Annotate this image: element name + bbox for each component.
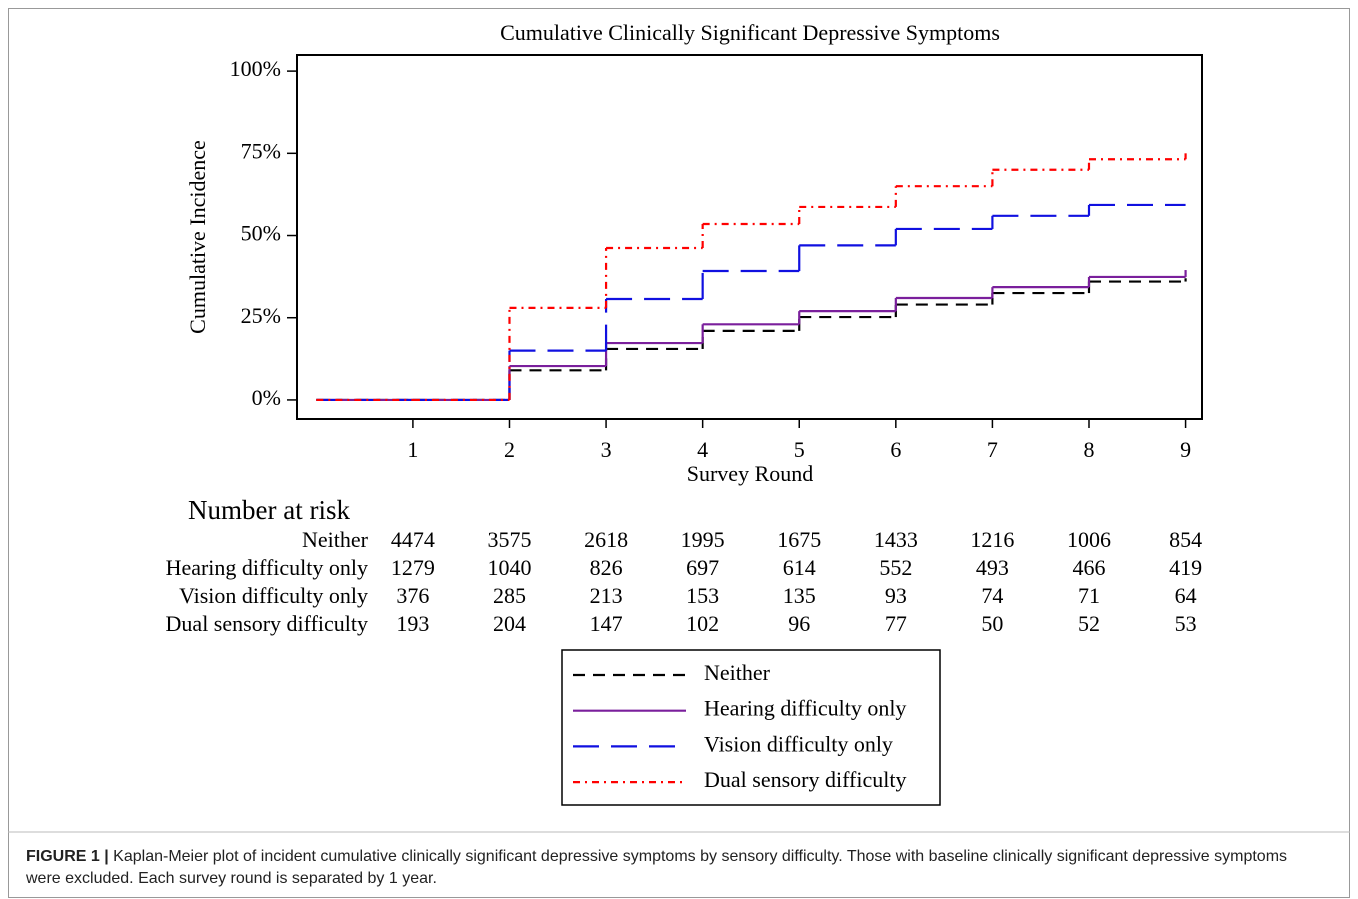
risk-count: 53 — [1175, 611, 1197, 636]
x-tick-label: 9 — [1180, 437, 1191, 462]
plot-frame — [296, 54, 1203, 420]
risk-count: 153 — [686, 583, 719, 608]
caption-text: Kaplan-Meier plot of incident cumulative… — [26, 848, 1288, 887]
y-tick-label: 0% — [252, 385, 281, 410]
risk-row-label: Vision difficulty only — [179, 583, 368, 608]
risk-count: 1995 — [681, 527, 725, 552]
risk-count: 93 — [885, 583, 907, 608]
x-axis-label: Survey Round — [687, 461, 814, 486]
risk-count: 285 — [493, 583, 526, 608]
risk-count: 376 — [396, 583, 429, 608]
risk-count: 71 — [1078, 583, 1100, 608]
legend-label: Hearing difficulty only — [704, 696, 906, 721]
x-tick-label: 6 — [890, 437, 901, 462]
risk-count: 213 — [590, 583, 623, 608]
frame — [8, 8, 1350, 898]
x-tick-label: 5 — [794, 437, 805, 462]
x-tick-label: 4 — [697, 437, 708, 462]
risk-count: 697 — [686, 555, 719, 580]
x-tick-label: 8 — [1083, 437, 1094, 462]
risk-count: 52 — [1078, 611, 1100, 636]
x-tick-label: 3 — [601, 437, 612, 462]
y-tick-label: 50% — [241, 221, 281, 246]
risk-count: 1006 — [1067, 527, 1111, 552]
y-tick-label: 100% — [230, 56, 281, 81]
risk-count: 1433 — [874, 527, 918, 552]
risk-count: 1040 — [487, 555, 531, 580]
risk-count: 466 — [1072, 555, 1105, 580]
risk-count: 147 — [590, 611, 623, 636]
legend-box — [561, 649, 941, 806]
risk-count: 204 — [493, 611, 526, 636]
risk-row-label: Dual sensory difficulty — [166, 611, 368, 636]
risk-row-label: Hearing difficulty only — [166, 555, 368, 580]
y-axis-label: Cumulative Incidence — [185, 140, 210, 334]
risk-count: 2618 — [584, 527, 628, 552]
risk-count: 1675 — [777, 527, 821, 552]
caption-label: FIGURE 1 | — [26, 848, 109, 865]
risk-count: 419 — [1169, 555, 1202, 580]
risk-count: 493 — [976, 555, 1009, 580]
x-tick-label: 7 — [987, 437, 998, 462]
risk-row-label: Neither — [302, 527, 369, 552]
risk-count: 552 — [879, 555, 912, 580]
risk-count: 64 — [1175, 583, 1197, 608]
risk-count: 1279 — [391, 555, 435, 580]
risk-count: 77 — [885, 611, 907, 636]
y-tick-label: 75% — [241, 138, 281, 163]
risk-count: 854 — [1169, 527, 1202, 552]
x-tick-label: 2 — [504, 437, 515, 462]
risk-count: 135 — [783, 583, 816, 608]
risk-count: 50 — [981, 611, 1003, 636]
caption: FIGURE 1 | Kaplan-Meier plot of incident… — [26, 846, 1326, 890]
chart-title: Cumulative Clinically Significant Depres… — [500, 20, 1000, 45]
risk-count: 193 — [396, 611, 429, 636]
risk-count: 3575 — [487, 527, 531, 552]
risk-count: 74 — [981, 583, 1003, 608]
legend-label: Dual sensory difficulty — [704, 767, 906, 792]
y-tick-label: 25% — [241, 303, 281, 328]
risk-count: 1216 — [970, 527, 1014, 552]
risk-count: 826 — [590, 555, 623, 580]
risk-count: 102 — [686, 611, 719, 636]
risk-count: 614 — [783, 555, 816, 580]
risk-table-title: Number at risk — [188, 495, 350, 525]
risk-count: 4474 — [391, 527, 435, 552]
risk-count: 96 — [788, 611, 810, 636]
legend-label: Neither — [704, 660, 771, 685]
x-tick-label: 1 — [407, 437, 418, 462]
legend-label: Vision difficulty only — [704, 731, 893, 756]
